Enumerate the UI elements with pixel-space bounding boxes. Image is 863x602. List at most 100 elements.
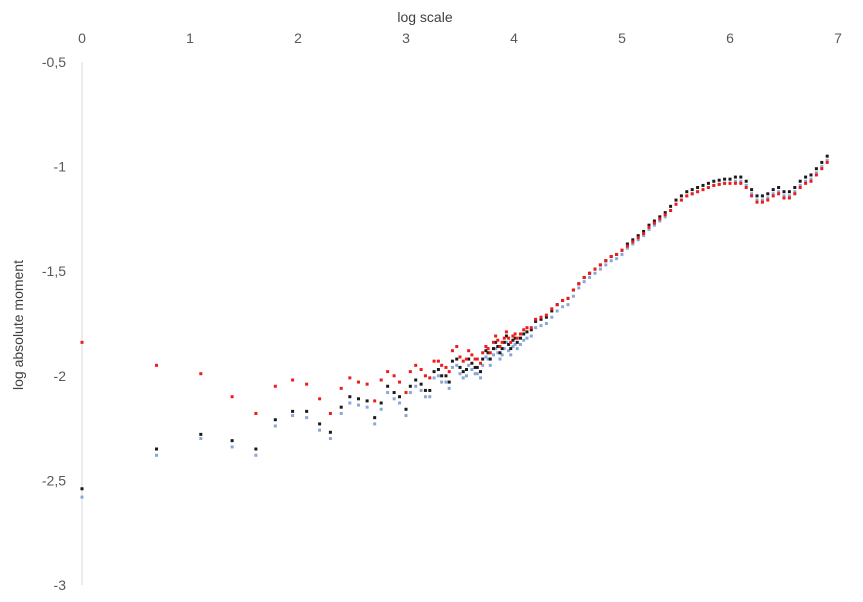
data-point <box>455 357 459 361</box>
data-point <box>379 401 383 405</box>
data-point <box>500 340 504 344</box>
data-point <box>696 190 700 194</box>
data-point <box>529 326 533 330</box>
data-point <box>373 422 377 426</box>
data-point <box>598 263 602 267</box>
data-point <box>685 194 689 198</box>
data-point <box>755 198 759 202</box>
data-point <box>440 380 444 384</box>
data-point <box>750 192 754 196</box>
data-point <box>511 338 515 342</box>
data-point <box>509 340 513 344</box>
data-point <box>809 179 813 183</box>
data-point <box>414 363 418 367</box>
data-point <box>782 196 786 200</box>
data-point <box>414 378 418 382</box>
data-point <box>356 403 360 407</box>
data-point <box>782 190 786 194</box>
data-point <box>647 223 651 227</box>
data-point <box>486 351 490 355</box>
data-point <box>663 215 667 219</box>
data-point <box>658 217 662 221</box>
data-point <box>696 186 700 190</box>
data-point <box>652 221 656 225</box>
data-point <box>631 242 635 246</box>
data-point <box>479 376 483 380</box>
data-point <box>408 391 412 395</box>
data-point <box>728 181 732 185</box>
data-point <box>766 192 770 196</box>
data-point <box>348 401 352 405</box>
data-point <box>404 391 408 395</box>
data-point <box>609 259 613 263</box>
data-point <box>500 353 504 357</box>
data-point <box>511 345 515 349</box>
data-point <box>609 255 613 259</box>
data-point <box>561 305 565 309</box>
data-point <box>529 334 533 338</box>
data-point <box>80 487 84 491</box>
data-point <box>631 238 635 242</box>
x-tick-label: 4 <box>510 30 518 46</box>
data-point <box>450 365 454 369</box>
data-point <box>690 192 694 196</box>
y-tick-label: -1 <box>54 159 67 175</box>
data-point <box>432 370 436 374</box>
data-point <box>473 372 477 376</box>
x-tick-label: 2 <box>294 30 302 46</box>
data-point <box>604 259 608 263</box>
data-point <box>373 399 377 403</box>
data-point <box>500 347 504 351</box>
data-point <box>513 332 517 336</box>
data-point <box>522 328 526 332</box>
data-point <box>436 368 440 372</box>
data-point <box>766 198 770 202</box>
data-point <box>706 181 710 185</box>
data-point <box>488 363 492 367</box>
data-point <box>496 338 500 342</box>
data-point <box>348 395 352 399</box>
data-point <box>658 215 662 219</box>
data-point <box>473 357 477 361</box>
data-point <box>723 177 727 181</box>
data-point <box>398 380 402 384</box>
data-point <box>509 347 513 351</box>
data-point <box>793 190 797 194</box>
data-point <box>230 445 234 449</box>
data-point <box>80 340 84 344</box>
data-point <box>199 372 203 376</box>
data-point <box>494 340 498 344</box>
x-axis-title: log scale <box>397 9 452 25</box>
data-point <box>669 204 673 208</box>
data-point <box>744 183 748 187</box>
data-point <box>504 340 508 344</box>
data-point <box>739 179 743 183</box>
x-tick-label: 7 <box>834 30 842 46</box>
data-point <box>479 370 483 374</box>
data-point <box>470 361 474 365</box>
data-point <box>486 357 490 361</box>
x-tick-label: 0 <box>78 30 86 46</box>
data-point <box>339 405 343 409</box>
data-point <box>518 342 522 346</box>
data-point <box>496 345 500 349</box>
data-point <box>339 386 343 390</box>
data-point <box>318 428 322 432</box>
data-point <box>555 309 559 313</box>
data-point <box>419 388 423 392</box>
data-point <box>814 171 818 175</box>
data-point <box>450 359 454 363</box>
data-point <box>706 186 710 190</box>
data-point <box>652 219 656 223</box>
data-point <box>447 380 451 384</box>
data-point <box>615 252 619 256</box>
data-point <box>491 347 495 351</box>
data-point <box>539 317 543 321</box>
x-tick-labels: 0 1 2 3 4 5 6 7 <box>78 30 842 46</box>
data-point <box>305 409 309 413</box>
data-point <box>428 388 432 392</box>
data-point <box>577 286 581 290</box>
data-point <box>804 175 808 179</box>
data-point <box>432 376 436 380</box>
data-point <box>712 179 716 183</box>
